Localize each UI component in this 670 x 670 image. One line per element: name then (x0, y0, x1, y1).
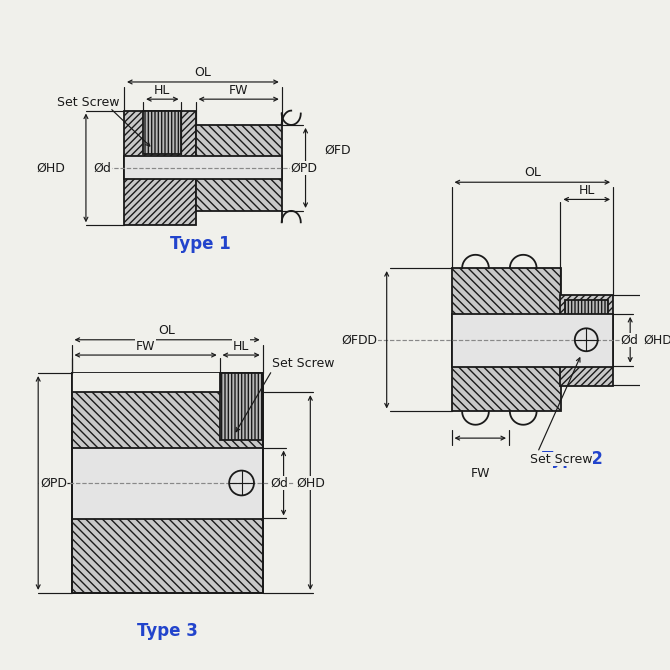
Text: Ød: Ød (270, 476, 288, 490)
Text: ØPD: ØPD (40, 476, 67, 490)
Bar (196, 125, 281, 211)
Text: HL: HL (154, 84, 170, 97)
Bar (143, 111, 182, 153)
Bar (565, 299, 608, 352)
Text: FW: FW (229, 84, 249, 97)
Text: ØFD: ØFD (325, 144, 351, 157)
Bar (124, 157, 281, 180)
Bar (452, 268, 561, 411)
Text: Ød: Ød (620, 333, 639, 346)
Text: OL: OL (524, 166, 541, 179)
Text: ØPD: ØPD (350, 333, 377, 346)
Text: Set Screw: Set Screw (272, 357, 334, 370)
Text: HL: HL (578, 184, 595, 198)
Text: ØFD: ØFD (341, 333, 368, 346)
Text: OL: OL (194, 66, 211, 79)
Text: FW: FW (470, 467, 490, 480)
Text: ØPD: ØPD (290, 161, 318, 174)
Text: Ød: Ød (94, 161, 111, 174)
Text: Type 1: Type 1 (170, 235, 231, 253)
Bar (72, 373, 220, 393)
Text: OL: OL (159, 324, 176, 337)
Text: ØHD: ØHD (644, 333, 670, 346)
Text: Type 3: Type 3 (137, 622, 198, 640)
Text: Set Screw: Set Screw (58, 96, 120, 109)
Text: Type 2: Type 2 (543, 450, 603, 468)
Bar (72, 448, 263, 519)
Text: FW: FW (136, 340, 155, 353)
Bar (124, 111, 196, 225)
Text: ØHD: ØHD (36, 161, 65, 174)
Text: HL: HL (233, 340, 249, 353)
Bar (220, 373, 263, 440)
Text: ØHD: ØHD (296, 476, 325, 490)
Text: Set Screw: Set Screw (530, 453, 592, 466)
Bar (561, 295, 613, 386)
Bar (72, 373, 263, 593)
Bar (452, 314, 613, 366)
